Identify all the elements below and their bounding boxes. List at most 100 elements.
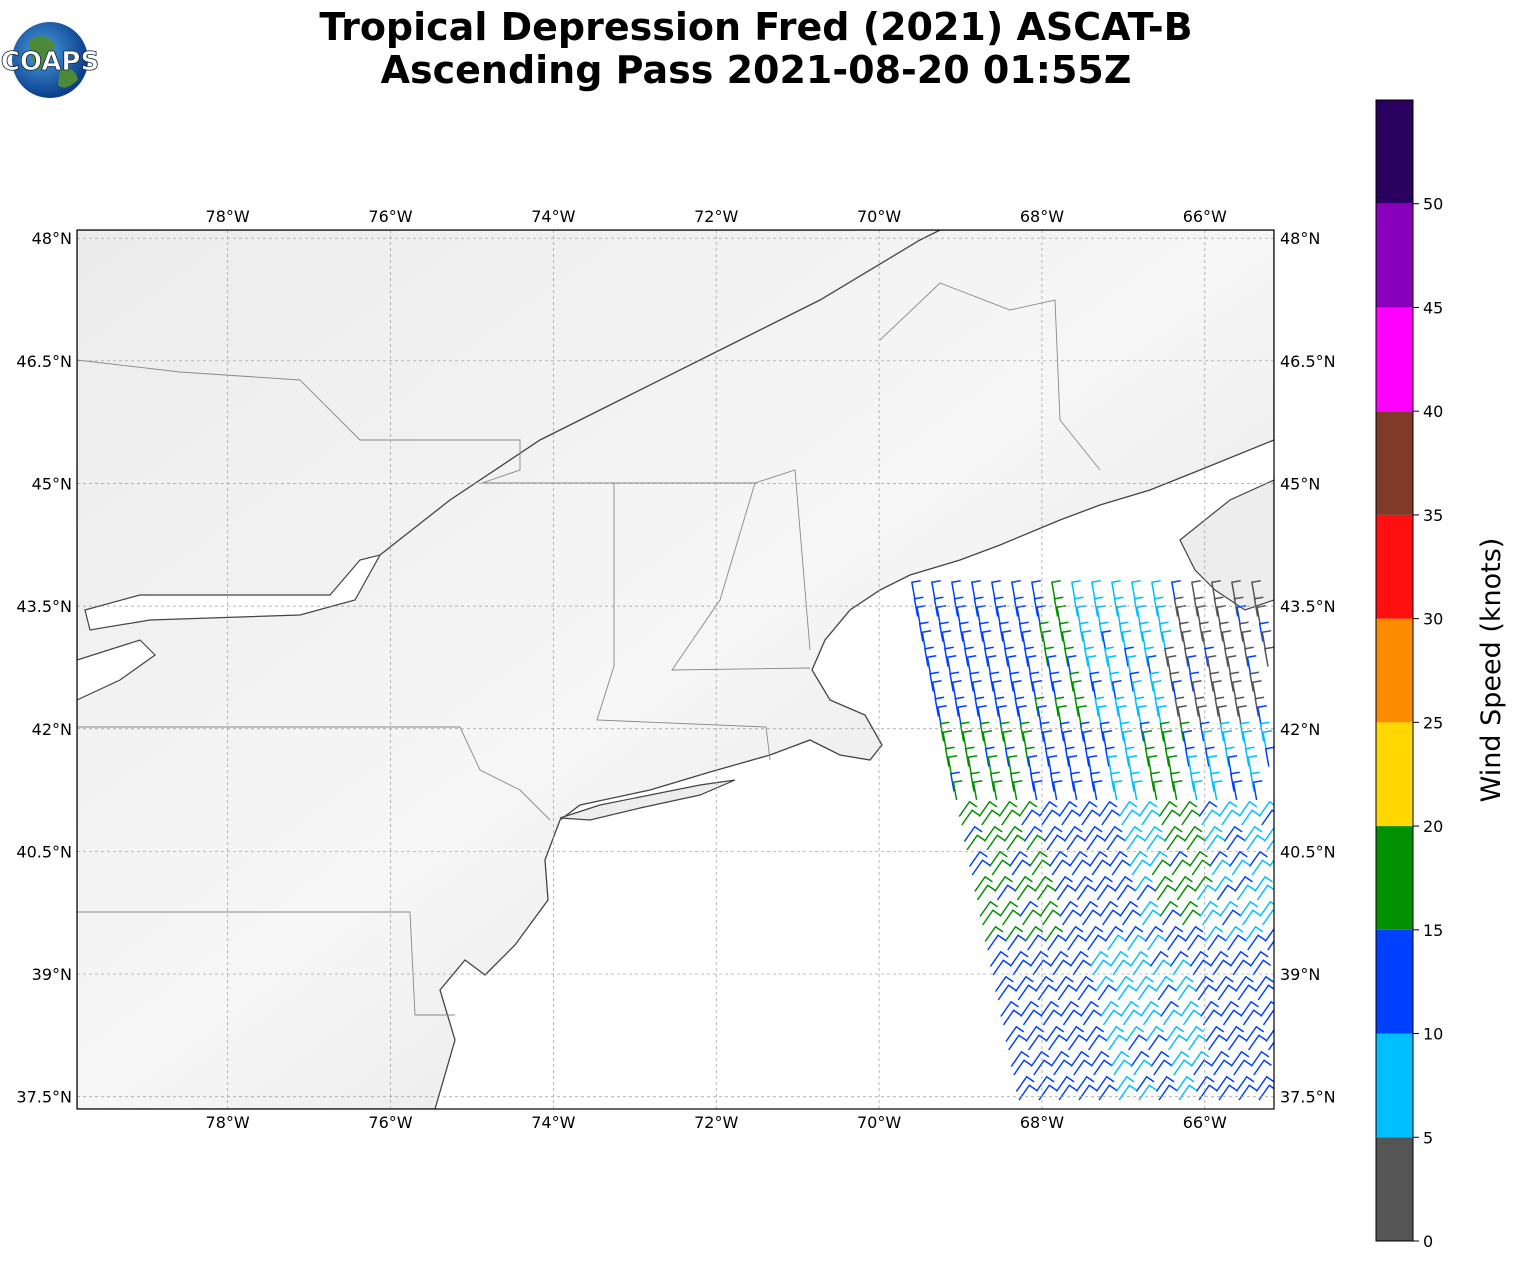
wind-barb [1174, 875, 1193, 892]
wind-barb [1171, 859, 1191, 876]
wind-barb [1161, 629, 1172, 651]
wind-barb [1054, 975, 1074, 992]
wind-barb [1149, 950, 1169, 967]
wind-barb [981, 909, 1001, 926]
x-tick-label: 70°W [857, 1113, 901, 1132]
wind-barb [1107, 1034, 1127, 1051]
wind-barb [1076, 604, 1087, 626]
colorbar-segment [1376, 826, 1413, 930]
wind-barb [1086, 834, 1106, 851]
wind-barb [1090, 771, 1100, 792]
wind-barb [944, 646, 954, 667]
wind-barb [1238, 621, 1249, 642]
wind-barb [1152, 779, 1163, 801]
wind-barb [1119, 721, 1130, 742]
wind-barb [971, 579, 981, 601]
wind-barb [938, 621, 949, 642]
wind-barb [1234, 696, 1245, 717]
wind-barb [1219, 900, 1239, 917]
wind-barb [939, 721, 950, 742]
wind-barb [1084, 925, 1104, 942]
wind-barb [971, 679, 982, 701]
long-island [559, 779, 736, 821]
wind-barb [1170, 1050, 1190, 1067]
wind-barb [1019, 721, 1030, 742]
wind-barb [1072, 959, 1092, 976]
wind-barb [1266, 838, 1274, 851]
colorbar-segment [1376, 307, 1413, 412]
wind-barb [1033, 1059, 1052, 1076]
y-tick-label: 43.5°N [16, 597, 72, 616]
wind-barb [1158, 621, 1169, 642]
wind-barb [1066, 654, 1077, 676]
wind-barb [1124, 646, 1134, 667]
wind-barb [1089, 671, 1100, 692]
wind-barb [978, 800, 998, 817]
wind-barb [1129, 671, 1140, 692]
wind-barb [1098, 800, 1118, 817]
wind-barb [1264, 927, 1274, 942]
wind-barb [1020, 1000, 1039, 1017]
wind-barb [1229, 950, 1249, 967]
wind-barb [958, 800, 978, 817]
wind-barb [1061, 809, 1080, 826]
wind-barb [1114, 975, 1134, 992]
wind-barb [1247, 934, 1266, 951]
wind-barb [1167, 1034, 1187, 1051]
colorbar: 0 5 10 15 20 25 30 35 40 45 50 [1375, 99, 1443, 1251]
wind-barb [934, 696, 945, 717]
wind-barb [1006, 654, 1017, 676]
wind-barb [992, 959, 1012, 976]
wind-barb [1038, 800, 1058, 817]
wind-barb [964, 746, 975, 767]
wind-barb [1076, 884, 1096, 901]
wind-barb [952, 779, 963, 801]
wind-barb [1091, 679, 1102, 701]
wind-barb [1153, 596, 1164, 617]
wind-barb [1103, 825, 1123, 842]
wind-barb [1246, 654, 1257, 676]
wind-barb [1052, 779, 1063, 801]
wind-barb [1110, 1050, 1130, 1067]
colorbar-segment [1376, 203, 1413, 308]
wind-barb [1051, 679, 1062, 701]
wind-barb [1167, 754, 1178, 776]
wind-barb [1136, 604, 1147, 626]
wind-barb [1104, 646, 1114, 667]
wind-barb [1071, 579, 1081, 601]
wind-barb [1205, 1025, 1225, 1042]
wind-barb [1151, 859, 1171, 876]
y-tick-label: 42°N [1280, 720, 1320, 739]
wind-barb [1077, 704, 1087, 726]
wind-barb [1078, 800, 1098, 817]
wind-barb [1024, 746, 1035, 767]
wind-barb [997, 984, 1017, 1001]
wind-barb [1155, 1075, 1175, 1092]
wind-barb [1201, 909, 1221, 926]
wind-barb [1101, 629, 1112, 651]
wind-barb [1036, 604, 1047, 626]
wind-barb [1007, 934, 1026, 951]
wind-barb [1247, 1034, 1267, 1051]
wind-barb [973, 596, 984, 617]
colorbar-segment [1376, 1137, 1413, 1241]
wind-barb [1176, 884, 1196, 901]
wind-barb [1191, 679, 1202, 701]
wind-barb [1034, 975, 1054, 992]
wind-barb [1178, 1084, 1198, 1101]
wind-barb [1057, 984, 1077, 1001]
wind-barb [1035, 1075, 1055, 1092]
wind-barb [1133, 1059, 1152, 1076]
wind-barb [1224, 746, 1235, 767]
wind-barb [1101, 909, 1121, 926]
wind-barb [1118, 1084, 1138, 1101]
wind-barb [961, 629, 972, 651]
wind-barb [926, 654, 937, 676]
wind-barb [1077, 984, 1097, 1001]
x-tick-label: 78°W [206, 207, 250, 226]
wind-barb [1192, 779, 1203, 801]
wind-barb [957, 704, 967, 726]
wind-barb [1207, 934, 1226, 951]
wind-barb [1221, 629, 1232, 651]
map-frame [76, 229, 1275, 1110]
